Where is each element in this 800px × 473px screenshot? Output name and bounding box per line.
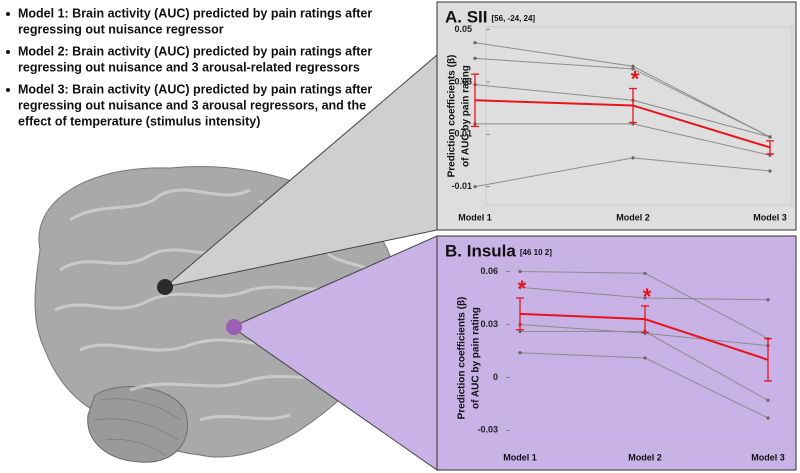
- error-bar: [471, 73, 479, 128]
- y-tick-label: 0.06: [480, 266, 498, 276]
- subject-point: [643, 356, 647, 360]
- subject-point: [631, 67, 635, 71]
- significance-marker: *: [631, 66, 640, 91]
- subject-point: [473, 185, 477, 189]
- note-line: Model 3: Brain activity (AUC) predicted …: [18, 82, 372, 96]
- subject-point: [518, 329, 522, 334]
- plot-area: [485, 26, 793, 206]
- significance-marker: *: [518, 276, 527, 301]
- y-axis-label: of AUC by pain rating: [461, 65, 472, 167]
- subject-point: [643, 271, 647, 275]
- note-line: regressing out nuisance regressor: [18, 22, 224, 36]
- subject-point: [518, 351, 522, 355]
- note-line: Model 2: Brain activity (AUC) predicted …: [18, 44, 372, 58]
- subject-point: [766, 298, 770, 302]
- note-line: regressing out nuisance and 3 arousal-re…: [18, 60, 360, 74]
- subject-point: [766, 398, 770, 402]
- roi-sii: [157, 279, 173, 295]
- subject-point: [518, 285, 522, 290]
- x-tick-label: Model 2: [616, 212, 650, 222]
- subject-point: [518, 269, 522, 274]
- significance-marker: *: [643, 284, 652, 309]
- error-bar: [764, 337, 772, 382]
- panel-title: A. SII: [445, 7, 488, 26]
- panel-subtitle: [56, -24, 24]: [492, 14, 536, 23]
- subject-point: [473, 56, 477, 61]
- subject-point: [768, 135, 772, 139]
- subject-point: [643, 296, 647, 300]
- error-bar: [629, 87, 637, 124]
- y-tick-label: -0.03: [477, 425, 498, 435]
- y-axis-label: Prediction coefficients (β): [447, 55, 458, 178]
- bullet: [6, 12, 10, 16]
- y-tick-label: -0.01: [451, 181, 472, 191]
- cerebellum: [87, 386, 189, 463]
- x-tick-label: Model 1: [458, 212, 492, 222]
- x-tick-label: Model 2: [628, 452, 662, 462]
- x-tick-label: Model 1: [503, 452, 537, 462]
- roi-insula: [226, 319, 242, 335]
- note-line: regressing out nuisance and 3 arousal re…: [18, 98, 366, 112]
- panel-title: B. Insula: [445, 241, 516, 260]
- subject-point: [473, 41, 477, 45]
- panel: [436, 235, 797, 471]
- y-axis-label: Prediction coefficients (β): [457, 297, 468, 420]
- error-bar: [766, 140, 774, 155]
- y-tick-label: 0.03: [480, 319, 498, 329]
- subject-point: [631, 156, 635, 160]
- error-bar: [641, 305, 649, 334]
- note-line: effect of temperature (stimulus intensit…: [18, 114, 260, 128]
- y-tick-label: 0.01: [454, 129, 472, 139]
- y-tick-label: 0.05: [454, 24, 472, 34]
- error-bar: [516, 297, 524, 331]
- plot-area: [505, 267, 793, 449]
- subject-point: [631, 64, 635, 68]
- note-line: Model 1: Brain activity (AUC) predicted …: [18, 6, 372, 20]
- subject-point: [768, 169, 772, 173]
- y-axis-label: of AUC by pain rating: [471, 307, 482, 409]
- x-tick-label: Model 3: [753, 212, 787, 222]
- y-tick-label: 0: [493, 372, 498, 382]
- x-tick-label: Model 3: [751, 452, 785, 462]
- bullet: [6, 88, 10, 92]
- panel: [436, 1, 797, 231]
- bullet: [6, 50, 10, 54]
- subject-point: [766, 416, 770, 420]
- y-tick-label: 0.03: [454, 76, 472, 86]
- panel-subtitle: [46 10 2]: [520, 248, 552, 257]
